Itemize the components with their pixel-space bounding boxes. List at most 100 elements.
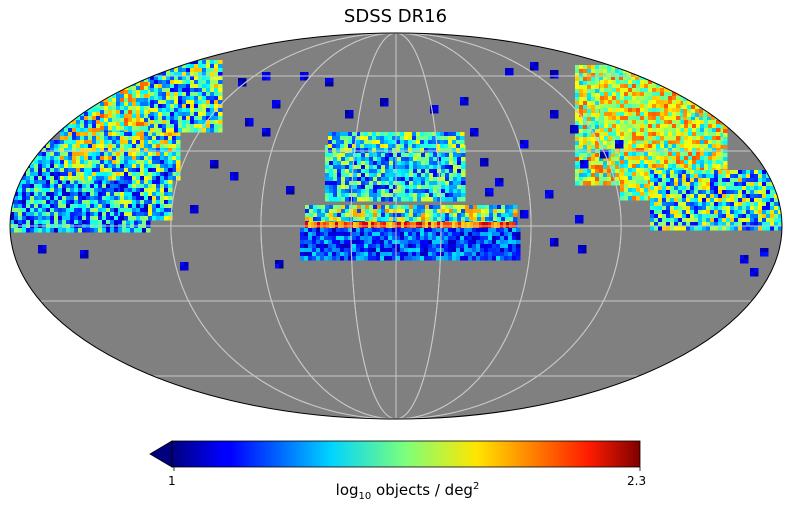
density-pixel [108,172,113,177]
density-pixel [676,140,681,145]
density-pixel [734,186,739,191]
density-pixel [365,165,370,170]
density-pixel [38,140,43,145]
density-pixel [88,108,93,113]
density-pixel [758,214,763,219]
density-pixel [640,176,645,181]
density-pixel [96,144,101,149]
density-pixel [112,148,117,153]
density-pixel [164,188,169,193]
density-pixel [377,153,382,158]
density-pixel [591,65,596,70]
density-pixel [730,218,735,223]
density-pixel [700,160,705,165]
density-pixel [182,108,187,113]
density-pixel [168,172,173,177]
density-pixel [599,165,604,170]
density-pixel [691,97,696,102]
density-pixel [672,144,677,149]
density-pixel [662,222,667,227]
density-pixel [144,78,149,83]
density-pixel [591,181,596,186]
density-pixel [746,214,751,219]
density-pixel [108,132,113,137]
density-pixel [154,116,159,121]
density-pixel [76,164,81,169]
density-pixel [654,222,659,227]
density-pixel [124,192,129,197]
density-pixel [704,148,709,153]
density-pixel [738,182,743,187]
density-pixel [178,72,183,77]
density-pixel [140,212,145,217]
density-pixel [176,144,181,149]
density-pixel [660,128,665,133]
density-pixel [624,184,629,189]
density-pixel [620,116,625,121]
density-pixel [90,216,95,221]
density-pixel [754,182,759,187]
density-pixel [38,176,43,181]
density-pixel [178,124,183,129]
density-pixel [202,84,207,89]
density-pixel [104,132,109,137]
density-pixel [92,116,97,121]
density-pixel [60,168,65,173]
density-pixel [80,152,85,157]
density-pixel [726,226,731,231]
density-pixel [214,104,219,109]
density-pixel [662,206,667,211]
density-pixel [76,100,81,105]
density-pixel [116,164,121,169]
density-pixel [152,152,157,157]
density-pixel [18,188,23,193]
density-pixel [723,129,728,134]
density-pixel [708,160,713,165]
density-pixel [156,188,161,193]
density-pixel [178,76,183,81]
density-pixel [662,210,667,215]
density-pixel [84,144,89,149]
density-pixel [174,116,179,121]
density-pixel [674,170,679,175]
density-pixel [628,168,633,173]
density-pixel [680,132,685,137]
density-pixel [591,85,596,90]
density-pixel [136,156,141,161]
density-pixel [655,69,660,74]
density-pixel [579,65,584,70]
density-pixel [100,74,105,79]
density-pixel [627,77,632,82]
density-pixel [144,172,149,177]
density-pixel [652,160,657,165]
density-pixel [686,222,691,227]
density-pixel [214,80,219,85]
density-pixel [158,128,163,133]
density-pixel [172,152,177,157]
density-pixel [54,196,59,201]
density-pixel [140,184,145,189]
density-pixel [110,204,115,209]
density-pixel [128,184,133,189]
density-pixel [608,100,613,105]
density-pixel [591,129,596,134]
density-pixel [198,108,203,113]
density-pixel [682,210,687,215]
density-pixel [108,148,113,153]
density-pixel [612,128,617,133]
density-pixel [389,161,394,166]
density-pixel [72,124,77,129]
density-pixel [164,208,169,213]
density-pixel [660,124,665,129]
density-pixel [132,70,137,75]
density-pixel [603,145,608,150]
density-pixel [758,174,763,179]
density-pixel [18,156,23,161]
density-pixel [156,200,161,205]
density-pixel [668,96,673,101]
density-pixel [683,81,688,86]
density-pixel [575,177,580,182]
density-pixel [22,204,27,209]
density-pixel [120,148,125,153]
density-pixel [80,124,85,129]
